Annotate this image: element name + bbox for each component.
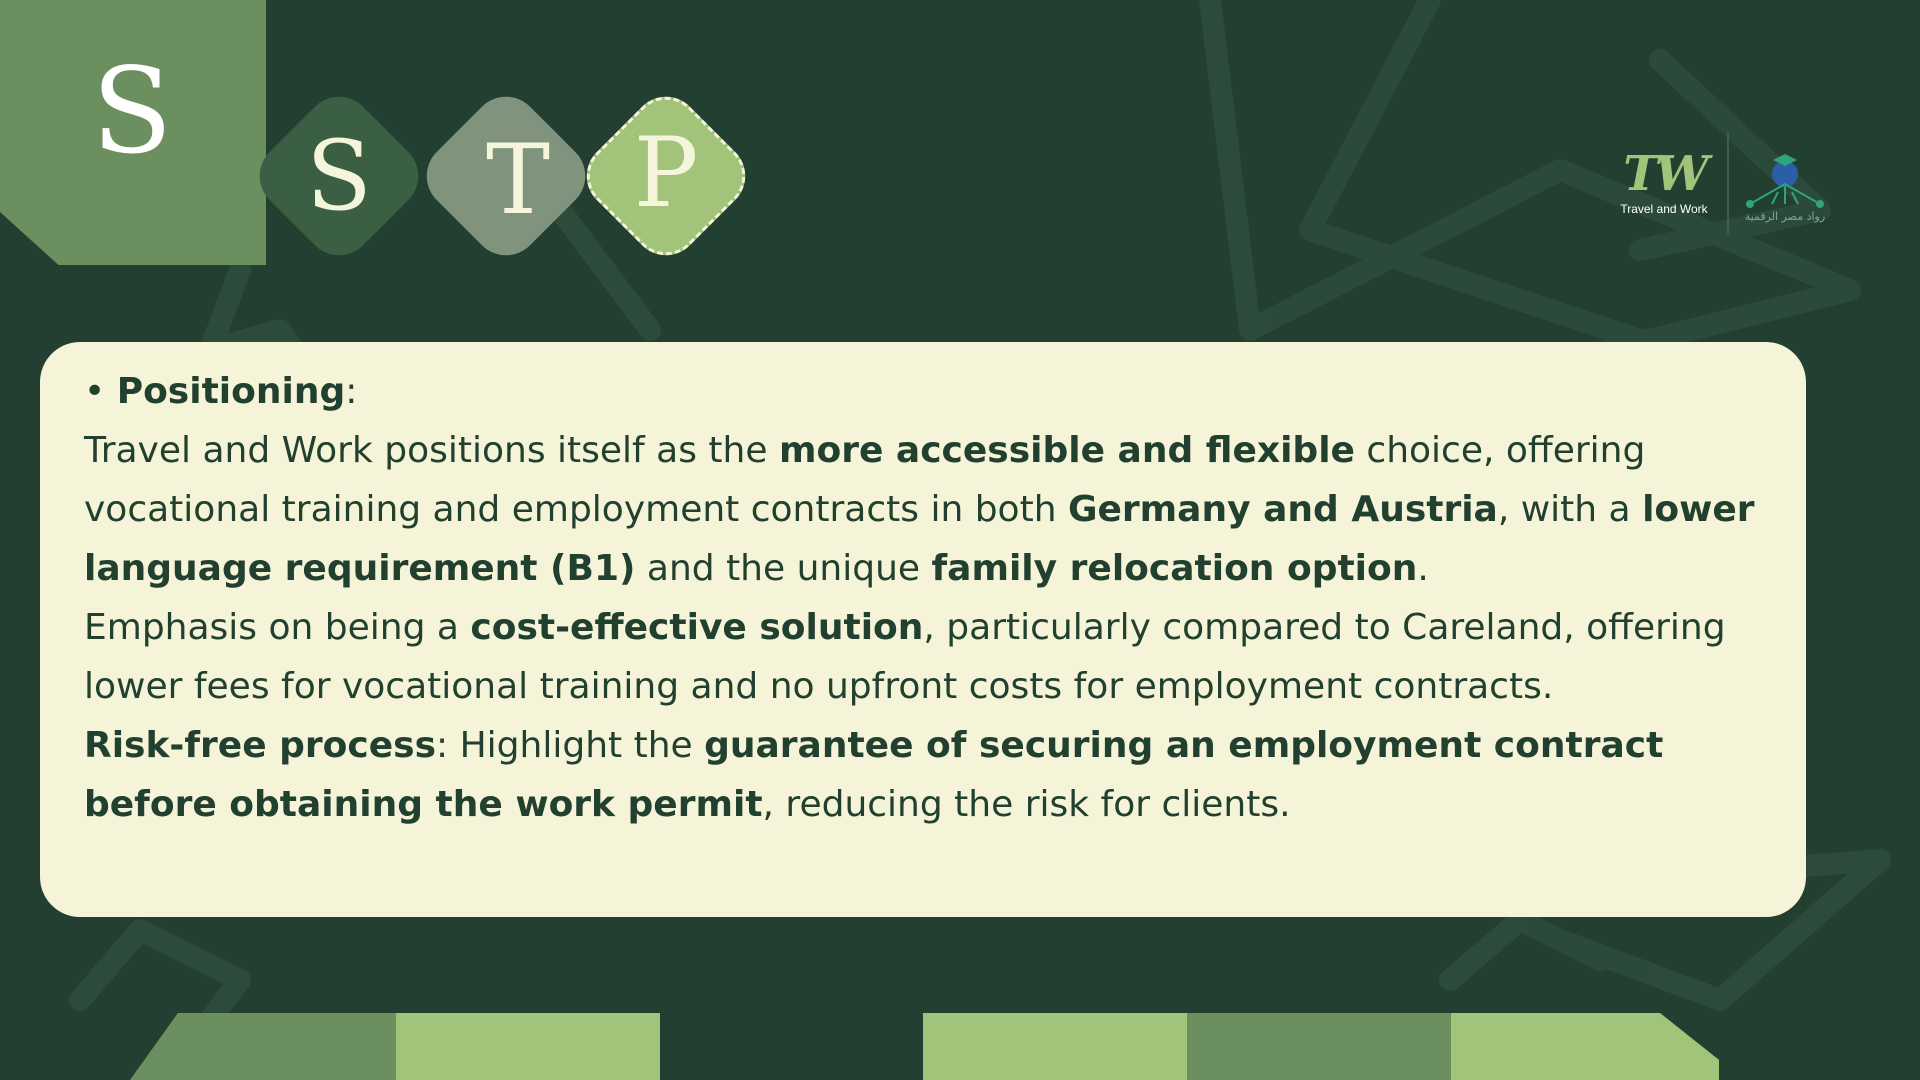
tw-logo-mark: TW [1623,146,1709,202]
positioning-heading: • Positioning: [84,362,1762,421]
bold-span: cost-effective solution [470,607,924,648]
big-s-letter: S [91,42,173,180]
text-span: Travel and Work positions itself as the [84,430,779,471]
paragraph-risk: Risk-free process: Highlight the guarant… [84,716,1762,834]
bottom-bar-right-2 [1187,1013,1451,1080]
text-span: , reducing the risk for clients. [762,784,1291,825]
diamond-p-letter: P [633,117,699,229]
bold-span: more accessible and flexible [778,430,1355,471]
content-card: • Positioning: Travel and Work positions… [40,342,1806,917]
logo-divider [1727,132,1729,234]
bottom-bar-right-1 [923,1013,1187,1080]
bold-span: family relocation option [931,548,1418,589]
tw-logo-text: Travel and Work [1620,202,1708,216]
travel-and-work-logo: TW Travel and Work [1610,150,1718,216]
bottom-bar-left-2 [396,1013,660,1080]
partner-logo-text: رواد مصر الرقمية [1744,210,1826,223]
text-span: and the unique [635,548,932,589]
bullet: • [84,371,106,412]
bold-span: guarantee of securing an employment cont… [84,725,1664,825]
paragraph-cost: Emphasis on being a cost-effective solut… [84,598,1762,716]
bottom-bar-left-1 [130,1013,396,1080]
text-span: . [1417,548,1429,589]
text-span: Emphasis on being a [84,607,471,648]
text-span: , with a [1497,489,1643,530]
partner-logo-icon [1746,154,1824,208]
diamond-t-letter: T [485,124,551,236]
bold-span: Risk-free process [84,725,437,766]
big-s-tile [0,0,266,265]
diamond-s-letter: S [306,120,372,232]
heading-bold: Positioning [116,371,346,412]
text-span: : Highlight the [436,725,705,766]
bold-span: Germany and Austria [1067,489,1498,530]
paragraph-positioning: Travel and Work positions itself as the … [84,421,1762,598]
text-span: choice, offering vocational training and… [84,430,1646,530]
text-span: , particularly compared to Careland, off… [84,607,1726,707]
bold-span: lower language requirement (B1) [84,489,1755,589]
heading-suffix: : [345,371,358,412]
